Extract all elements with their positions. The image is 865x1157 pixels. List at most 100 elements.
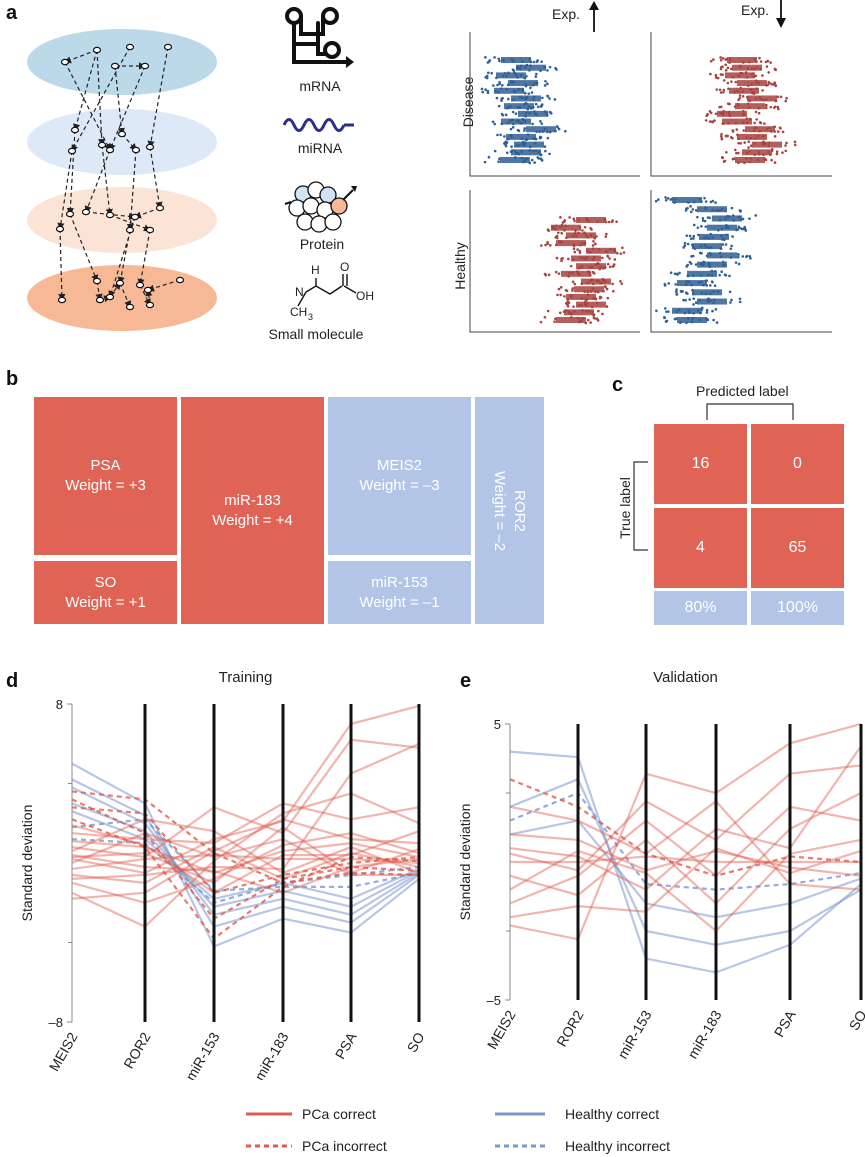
expression-dot [547,273,551,277]
expression-dot [589,321,592,324]
expression-dot [715,88,719,91]
expression-dot [669,271,673,275]
expression-dot [518,143,521,147]
expression-dot [759,67,762,71]
box-mark [717,110,747,117]
expression-dot [509,127,513,131]
series-line-pca-correct [509,799,862,891]
expression-dot [767,71,771,74]
expression-dot [510,81,514,84]
expression-dot [747,60,751,64]
network-edge [108,65,146,152]
expression-dot [500,99,503,103]
y-tick-label: 8 [56,697,63,712]
expression-dot [767,144,770,148]
expression-dot [738,209,742,212]
expression-dot [737,90,741,94]
expression-dot [735,128,739,131]
expression-dot [589,273,592,277]
expression-dot [720,227,724,231]
network-node [105,146,115,154]
expression-dot [705,284,709,287]
network-edge [96,49,106,147]
expression-dot [720,270,723,274]
expression-dot [612,289,615,293]
expression-dot [700,224,703,228]
expression-dot [663,284,667,287]
expression-dot [534,112,537,115]
expression-dot [499,133,502,137]
expression-dot [496,83,499,87]
panel-a-letter: a [6,2,18,24]
expression-dot [745,121,749,125]
expression-dot [615,251,619,255]
expression-dot [531,122,534,126]
expression-dot [688,260,692,264]
expression-dot [594,290,597,294]
expression-dot [753,57,756,61]
box-mark [501,57,531,63]
expression-dot [529,86,532,90]
expression-dot [698,311,702,315]
expression-dot [583,241,587,245]
expression-dot [509,150,513,153]
expression-dot [692,234,696,238]
expression-dot [516,151,520,155]
expression-dot [703,219,707,223]
expression-dot [605,287,609,291]
expression-dot [679,321,682,325]
expression-dot [727,87,730,91]
series-line-pca-correct [510,855,861,864]
expression-dot [755,126,759,130]
expression-dot [730,298,733,302]
expression-dot [754,110,758,114]
expression-dot [485,74,489,78]
expression-dot [543,127,547,131]
series-line-healthy-correct [71,778,420,928]
network-node [65,210,75,218]
expression-dot [708,299,712,303]
expression-dot [532,60,536,64]
expression-dot [480,87,484,91]
expression-dot [563,229,566,232]
expression-dot [776,130,780,133]
expression-dot [741,95,745,98]
expression-dot [692,311,695,315]
expression-dot [592,297,595,300]
network-edge [71,46,131,153]
expression-dot [581,241,584,245]
expression-dot [562,310,566,313]
box-mark [735,157,765,163]
expression-dot [745,151,749,155]
tile-meis2-weight: Weight = –3 [359,477,440,494]
expression-dot [523,141,527,145]
expression-dot [507,97,510,101]
expression-dot [543,145,547,148]
expression-dot [590,266,594,269]
expression-dot [719,105,723,109]
multi-omics-layers-diagram [27,29,217,331]
expression-dot [620,282,624,285]
tile-so: SO Weight = +1 [34,561,177,624]
expression-dot [569,311,573,315]
expression-dot [595,235,598,238]
expression-dot [773,130,777,133]
expression-dot [674,283,678,286]
expression-dot [664,196,667,199]
series-line-healthy-correct [71,762,420,948]
expression-dot [686,242,690,246]
expression-dot [692,237,695,240]
expression-dot [705,308,709,312]
expression-dot [739,218,743,222]
expression-dot [584,321,588,325]
expression-dot [533,81,536,85]
expression-dot [775,150,779,153]
expression-dot [533,110,536,113]
box-mark [692,289,722,296]
exp-down-label: Exp. [741,2,770,18]
expression-dot [773,161,777,164]
expression-dot [605,305,609,308]
expression-dot [511,68,515,71]
x-tick-label: PSA [332,1029,360,1062]
tile-mir-183: miR-183 Weight = +4 [181,397,324,624]
